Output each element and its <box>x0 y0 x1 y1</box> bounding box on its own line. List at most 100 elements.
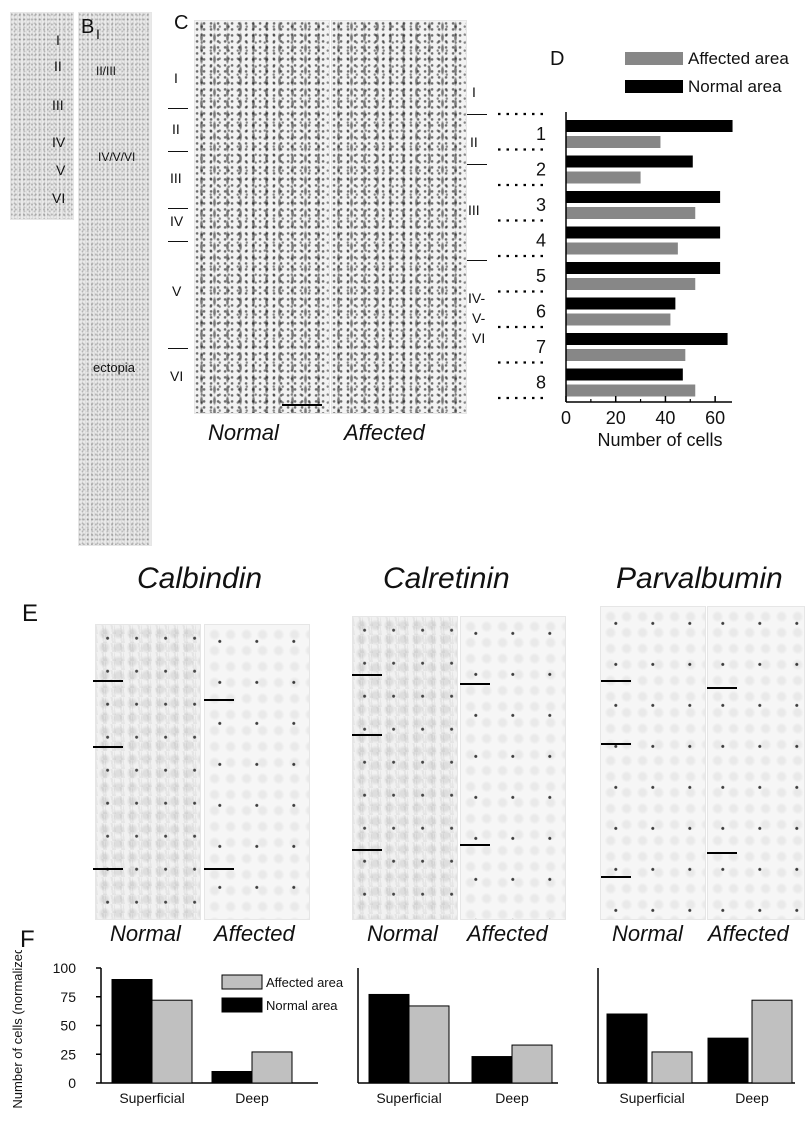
layer-divider <box>467 260 487 261</box>
layer-label: VI <box>52 190 66 206</box>
layer-label: II <box>172 121 180 137</box>
bar-normal <box>566 297 676 310</box>
layer-label: IV- <box>468 290 486 306</box>
bar-normal <box>368 993 410 1084</box>
bar-affected <box>566 207 696 219</box>
layer-label: IV/V/VI <box>98 150 136 164</box>
micrograph-a <box>10 12 74 220</box>
category-label: 8 <box>536 373 546 393</box>
bar-normal <box>566 155 693 168</box>
legend-label-affected: Affected area <box>688 49 789 68</box>
bar-normal <box>566 368 683 381</box>
chart-f: Number of cells (normalized) 0 25 50 75 100 Su… <box>10 950 795 1109</box>
category-label: 1 <box>536 124 546 144</box>
layer-marker <box>352 849 382 851</box>
category-label: 5 <box>536 266 546 286</box>
x-category-label: Deep <box>735 1090 769 1106</box>
marker-title-calbindin: Calbindin <box>137 562 263 595</box>
layer-label: IV <box>52 134 66 150</box>
ihc-calbindin-affected <box>204 624 310 920</box>
panel-label-e: E <box>22 600 39 627</box>
x-category-label: Deep <box>495 1090 529 1106</box>
layer-label: I <box>56 32 60 48</box>
scale-bar <box>282 404 322 406</box>
bar-affected <box>151 999 193 1084</box>
layer-divider <box>168 108 188 109</box>
layer-marker <box>707 687 737 689</box>
bar-normal <box>707 1037 749 1084</box>
panel-label-d: D <box>550 48 565 70</box>
caption-normal: Normal <box>612 921 683 946</box>
x-category-label: Deep <box>235 1090 269 1106</box>
panel-label-f: F <box>20 926 35 953</box>
bar-affected <box>566 313 671 326</box>
legend-swatch-normal <box>625 80 683 93</box>
bar-affected <box>511 1044 553 1084</box>
layer-divider <box>168 208 188 209</box>
layer-marker <box>352 734 382 736</box>
panel-label-c: C <box>174 12 189 34</box>
panel-label-b: B <box>81 16 95 38</box>
y-tick-label: 75 <box>60 989 76 1005</box>
micrograph-c-normal <box>194 20 330 414</box>
layer-marker <box>601 743 631 745</box>
layer-label: II <box>54 58 62 74</box>
layer-label: I <box>174 70 178 86</box>
caption-affected: Affected <box>467 921 548 946</box>
layer-label: V- <box>472 310 486 326</box>
caption-normal: Normal <box>208 420 279 445</box>
layer-marker <box>601 876 631 878</box>
micrograph-b <box>78 12 152 546</box>
layer-label: III <box>468 202 480 218</box>
bar-normal <box>211 1071 253 1084</box>
layer-marker <box>204 868 234 870</box>
legend-swatch-normal <box>221 997 263 1013</box>
bar-normal <box>471 1056 513 1084</box>
bar-affected <box>566 136 661 148</box>
legend-label-affected: Affected area <box>266 975 344 990</box>
x-tick-label: 20 <box>606 408 626 428</box>
layer-marker <box>707 852 737 854</box>
y-tick-label: 100 <box>53 960 77 976</box>
layer-label: VI <box>472 330 486 346</box>
bar-normal <box>566 262 721 274</box>
micrograph-c-affected <box>331 20 467 414</box>
layer-label: III <box>170 170 182 186</box>
layer-label: II/III <box>96 64 117 78</box>
layer-marker <box>93 868 123 870</box>
layer-label: I <box>472 84 476 100</box>
layer-label: V <box>172 283 182 299</box>
bar-affected <box>651 1051 693 1084</box>
marker-title-parvalbumin: Parvalbumin <box>616 562 783 595</box>
x-axis-label: Number of cells <box>597 430 722 450</box>
y-axis-label: Number of cells (normalized) <box>10 950 25 1109</box>
bar-normal <box>566 226 721 239</box>
bar-normal <box>606 1013 648 1084</box>
category-label: 7 <box>536 337 546 357</box>
layer-marker <box>93 746 123 748</box>
y-tick-label: 50 <box>60 1018 76 1034</box>
category-label: 4 <box>536 231 546 251</box>
category-label: 6 <box>536 302 546 322</box>
bar-affected <box>566 349 686 361</box>
y-tick-label: 0 <box>68 1075 76 1091</box>
layer-label: III <box>52 97 64 113</box>
bar-affected <box>251 1051 293 1084</box>
layer-divider <box>168 348 188 349</box>
ihc-calbindin-normal <box>95 624 201 920</box>
bar-affected <box>566 171 641 184</box>
x-category-label: Superficial <box>376 1090 441 1106</box>
ihc-parvalbumin-normal <box>600 606 706 920</box>
bar-affected <box>566 242 678 255</box>
layer-marker <box>352 674 382 676</box>
layer-divider <box>168 151 188 152</box>
layer-label: II <box>470 134 478 150</box>
layer-divider <box>168 241 188 242</box>
legend-label-normal: Normal area <box>688 77 782 96</box>
layer-divider <box>467 114 487 115</box>
bar-affected <box>566 384 696 397</box>
category-label: 2 <box>536 160 546 180</box>
layer-label: ectopia <box>93 360 135 375</box>
caption-affected: Affected <box>708 921 789 946</box>
layer-label: V <box>56 162 66 178</box>
